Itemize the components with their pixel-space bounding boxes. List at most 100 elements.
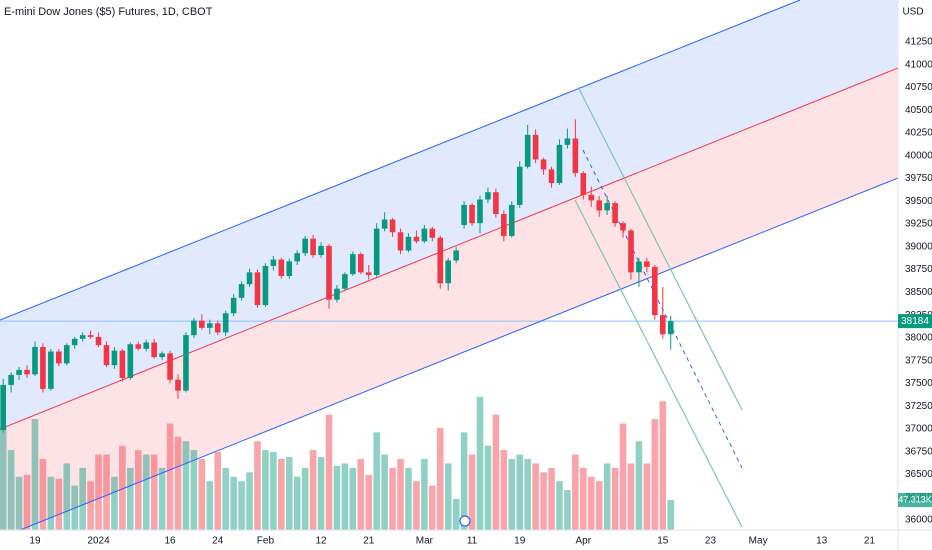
candle-body: [48, 351, 54, 389]
chart-title: E-mini Dow Jones ($5) Futures, 1D, CBOT: [4, 6, 213, 18]
candle-body: [429, 228, 436, 238]
x-tick-label: 21: [864, 536, 876, 547]
candle-body: [397, 232, 404, 251]
y-tick-label: 36750: [905, 446, 932, 457]
y-tick-label: 40250: [905, 128, 932, 139]
candle-body: [604, 203, 610, 211]
volume-bar: [301, 467, 309, 530]
candle-body: [357, 254, 364, 273]
volume-bar: [278, 458, 285, 530]
event-icon[interactable]: [459, 515, 471, 527]
volume-bar: [444, 463, 452, 530]
volume-bar: [540, 472, 547, 530]
candle-body: [453, 250, 459, 261]
volume-bar: [206, 481, 214, 530]
candle-body: [636, 261, 642, 273]
candle-body: [652, 266, 658, 316]
candle-body: [40, 346, 46, 389]
volume-bar: [15, 476, 23, 530]
candle-body: [63, 345, 70, 364]
y-tick-label: 38750: [905, 264, 932, 275]
y-tick-label: 37750: [905, 355, 932, 366]
volume-bar: [198, 458, 206, 530]
candle-body: [183, 335, 189, 391]
candle-body: [508, 204, 515, 236]
volume-bar: [532, 463, 539, 530]
candle-body: [421, 228, 428, 242]
volume-bar: [381, 454, 388, 530]
candle-body: [238, 284, 245, 298]
x-tick-label: May: [749, 536, 768, 547]
y-tick-label: 40500: [905, 105, 932, 116]
volume-bar: [667, 500, 675, 530]
volume-bar: [611, 467, 619, 530]
volume-bar: [254, 441, 261, 530]
candle-body: [230, 297, 237, 314]
volume-bar: [492, 414, 500, 530]
volume-bar: [452, 498, 460, 530]
candle-body: [111, 350, 118, 366]
candle-body: [373, 228, 380, 276]
currency-label[interactable]: USD: [902, 7, 923, 18]
candle-body: [246, 272, 253, 285]
volume-bar: [182, 441, 190, 530]
candle-body: [667, 321, 674, 335]
volume-bar: [47, 476, 55, 530]
volume-bar: [659, 401, 667, 530]
x-tick-label: 21: [363, 536, 375, 547]
candle-body: [548, 169, 555, 184]
volume-bar: [405, 467, 412, 530]
x-tick-label: 2024: [87, 536, 110, 547]
channel-lower-line: [0, 177, 899, 539]
volume-bar: [349, 467, 357, 530]
candle-body: [540, 159, 547, 170]
volume-bar: [508, 458, 516, 530]
volume-bar: [500, 450, 508, 530]
candle-body: [16, 369, 22, 375]
candle-body: [87, 335, 94, 337]
candle-layer: [0, 119, 674, 433]
volume-bar: [95, 454, 102, 530]
last-volume-label: 47.313K: [898, 494, 932, 504]
volume-bar: [238, 481, 245, 530]
volume-bar: [476, 396, 484, 530]
candle-body: [445, 260, 452, 284]
candle-body: [175, 379, 181, 391]
volume-bar: [619, 423, 627, 530]
candle-body: [8, 374, 14, 385]
candle-body: [477, 199, 483, 224]
volume-bar: [134, 450, 142, 530]
volume-bar: [421, 458, 428, 530]
volume-bar: [270, 452, 277, 530]
volume-bar: [643, 463, 651, 530]
candle-body: [56, 351, 62, 364]
candle-body: [413, 236, 420, 242]
y-tick-label: 36000: [905, 515, 932, 526]
y-tick-label: 39000: [905, 241, 932, 252]
candle-body: [222, 313, 229, 333]
channel-lower-fill: [0, 68, 898, 538]
candle-body: [254, 272, 261, 306]
candle-body: [151, 342, 157, 358]
x-tick-label: 15: [657, 536, 669, 547]
candle-body: [405, 236, 412, 251]
candle-body: [0, 384, 6, 431]
volume-bar: [309, 450, 317, 530]
candle-body: [580, 173, 587, 195]
volume-bar: [627, 463, 635, 530]
y-tick-label: 40750: [905, 82, 932, 93]
y-tick-label: 39750: [905, 173, 932, 184]
volume-bar: [325, 414, 333, 530]
y-tick-label: 39250: [905, 219, 932, 230]
candle-body: [437, 237, 444, 284]
candle-body: [302, 238, 308, 254]
candle-body: [191, 320, 197, 336]
candle-body: [659, 315, 666, 335]
volume-bar: [595, 481, 603, 530]
candle-body: [485, 192, 491, 200]
y-tick-label: 38000: [905, 333, 932, 344]
y-tick-label: 37500: [905, 378, 932, 389]
candle-body: [493, 192, 499, 215]
candle-body: [516, 166, 523, 205]
